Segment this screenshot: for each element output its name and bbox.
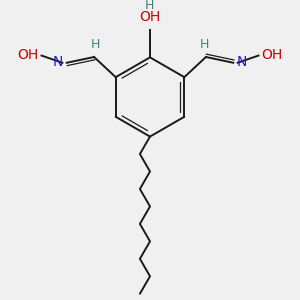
Text: H: H [200, 38, 209, 50]
Text: N: N [53, 55, 63, 69]
Text: N: N [237, 55, 247, 69]
Text: OH: OH [140, 10, 160, 24]
Text: H: H [91, 38, 100, 50]
Text: H: H [145, 0, 154, 12]
Text: OH: OH [261, 48, 283, 62]
Text: OH: OH [17, 48, 39, 62]
